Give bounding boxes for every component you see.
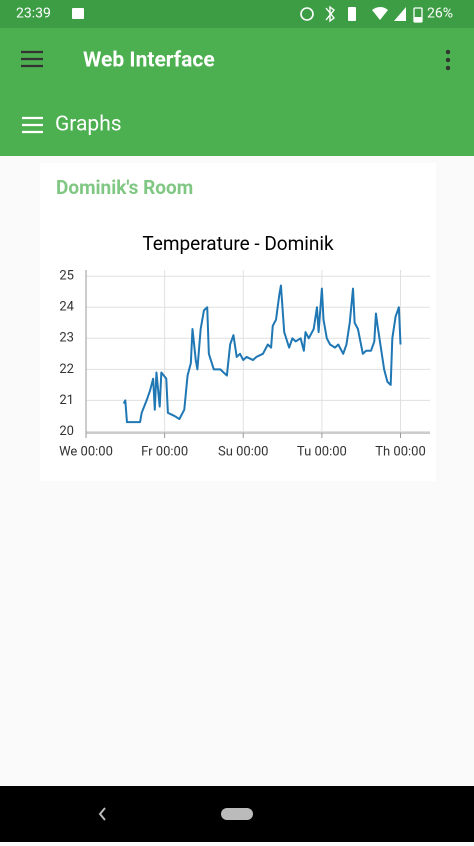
x-tick-label: We 00:00 [59,444,113,459]
overflow-menu[interactable] [445,49,451,71]
battery-level: 26% [427,6,453,22]
status-time: 23:39 [16,6,51,22]
data-line [122,284,402,424]
section-title: Graphs [55,113,122,137]
plot: 20 21 22 23 24 25 We 00:00 Fr 00:00 Su 00:00 Tu 0… [59,269,430,459]
card-title: Dominik's Room [56,176,193,199]
x-tick-label: Tu 00:00 [297,444,347,459]
card [40,163,436,481]
status-icons [300,5,423,23]
x-tick-label: Fr 00:00 [141,444,188,459]
x-tick-label: Th 00:00 [375,444,426,459]
chart-title: Temperature - Dominik [142,232,334,255]
y-tick-label: 23 [59,331,74,346]
y-tick-label: 25 [59,269,74,284]
y-tick-label: 24 [59,300,74,315]
y-tick-label: 21 [59,393,74,408]
section-menu[interactable] [22,116,43,134]
y-tick-label: 22 [59,362,74,377]
home-button[interactable] [221,808,253,820]
drawer-button[interactable] [21,50,43,68]
image-icon [72,8,84,19]
y-tick-label: 20 [59,424,74,439]
x-tick-label: Su 00:00 [218,444,268,459]
app-bar [0,28,474,156]
back-button[interactable] [98,807,106,821]
app-title: Web Interface [83,49,215,73]
